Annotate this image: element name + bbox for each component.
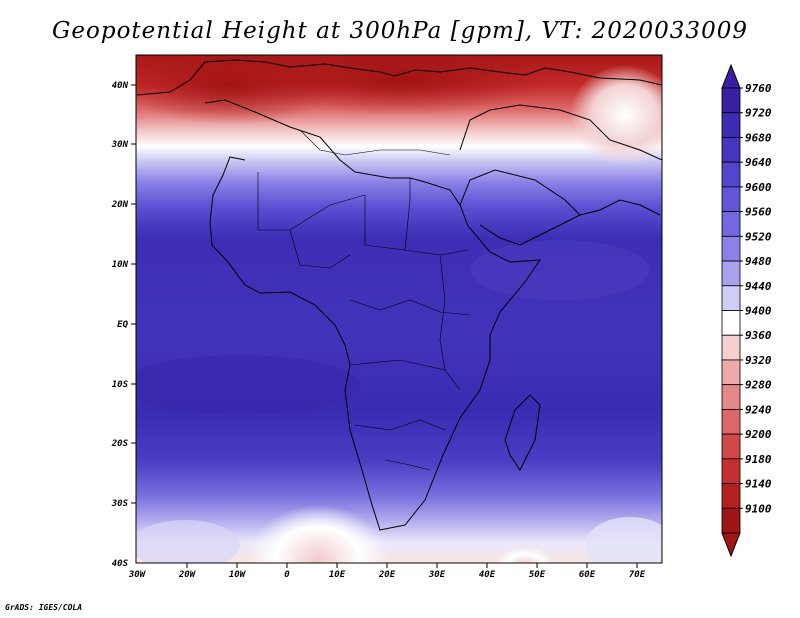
colorbar-box-9640 [721, 161, 741, 188]
colorbar-box-9720 [721, 112, 741, 138]
colorbar-box-9440 [721, 285, 741, 311]
lon-axis: 30W 20W 10W 0 10E 20E 30E 40E 50E 60E 70… [128, 563, 646, 580]
colorbar-box-9320 [721, 359, 741, 386]
colorbar-box-9100 [721, 507, 741, 534]
lat-label-30n: 30N [111, 140, 129, 150]
lat-label-40n: 40N [112, 81, 129, 91]
lon-label-30e: 30E [428, 570, 446, 580]
height-field [136, 55, 662, 563]
colorbar-label-9480: 9480 [745, 255, 772, 268]
colorbar-label-9180: 9180 [745, 453, 772, 466]
lat-label-40s: 40S [112, 559, 129, 569]
colorbar-label-9560: 9560 [745, 206, 772, 219]
lon-label-70e: 70E [629, 570, 646, 580]
colorbar-box-9360 [721, 334, 741, 361]
colorbar-label-9720: 9720 [745, 107, 772, 120]
colorbar-bottom-arrow [721, 532, 741, 558]
lat-label-20s: 20S [111, 439, 129, 449]
map-title: Geopotential Height at 300hPa [gpm], VT:… [52, 18, 748, 44]
colorbar-label-9320: 9320 [745, 354, 772, 367]
colorbar-label-9240: 9240 [745, 403, 772, 416]
colorbar: 9760 9720 9680 9640 9600 9560 9520 9480 9440 9400… [721, 63, 772, 558]
borders [257, 129, 471, 471]
lon-label-0: 0 [284, 570, 290, 580]
lon-label-20w: 20W [178, 570, 197, 580]
colorbar-box-9180 [721, 458, 741, 484]
lat-label-20n: 20N [111, 200, 129, 210]
colorbar-label-9280: 9280 [745, 379, 772, 392]
lon-label-50e: 50E [529, 570, 546, 580]
colorbar-label-9600: 9600 [745, 181, 772, 194]
lon-label-30w: 30W [128, 570, 147, 580]
colorbar-box-9560 [721, 211, 741, 237]
lon-label-10e: 10E [329, 570, 346, 580]
coastlines [136, 59, 662, 531]
lon-label-10w: 10W [229, 570, 247, 580]
colorbar-label-9400: 9400 [745, 305, 772, 318]
colorbar-box-9240 [721, 408, 741, 435]
colorbar-label-9640: 9640 [745, 156, 772, 169]
lat-axis: 40N 30N 20N 10N EQ 10S 20S 30S 40S [111, 81, 136, 569]
colorbar-label-9100: 9100 [745, 502, 772, 515]
lon-label-20e: 20E [378, 570, 396, 580]
colorbar-box-9280 [721, 384, 741, 410]
colorbar-box-9760 [721, 87, 741, 114]
colorbar-box-9480 [721, 260, 741, 287]
colorbar-label-9360: 9360 [745, 329, 772, 342]
colorbar-box-9400 [721, 310, 741, 336]
colorbar-label-9760: 9760 [745, 82, 772, 95]
colorbar-box-9520 [721, 235, 741, 262]
colorbar-box-9680 [721, 137, 741, 163]
colorbar-top-arrow [721, 63, 741, 89]
lon-label-40e: 40E [479, 570, 496, 580]
colorbar-box-9140 [721, 483, 741, 509]
colorbar-box-9600 [721, 186, 741, 213]
lat-label-10s: 10S [112, 380, 129, 390]
lat-label-10n: 10N [112, 260, 129, 270]
lon-label-60e: 60E [579, 570, 596, 580]
lat-label-eq: EQ [117, 320, 128, 330]
colorbar-label-9140: 9140 [745, 478, 772, 491]
grads-credit: GrADS: IGES/COLA [5, 603, 83, 612]
lat-label-30s: 30S [111, 499, 129, 509]
colorbar-box-9200 [721, 433, 741, 460]
colorbar-label-9200: 9200 [745, 428, 772, 441]
colorbar-label-9440: 9440 [745, 280, 772, 293]
colorbar-label-9680: 9680 [745, 131, 772, 144]
colorbar-label-9520: 9520 [745, 230, 772, 243]
